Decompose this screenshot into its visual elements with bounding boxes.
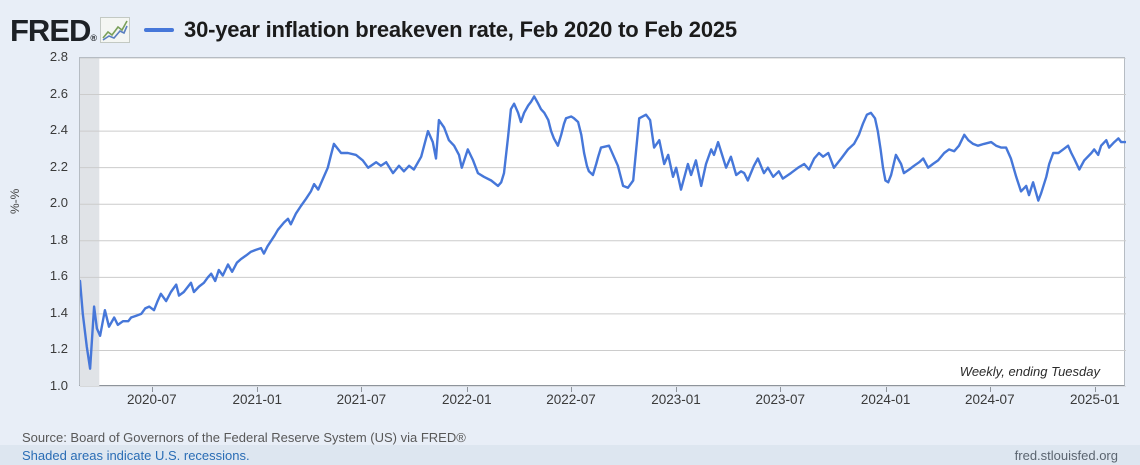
x-tick-mark	[361, 387, 363, 392]
registered-mark: ®	[90, 32, 97, 43]
x-tick-label: 2024-01	[860, 392, 911, 407]
x-tick-label: 2025-01	[1070, 392, 1120, 407]
y-tick-label: 1.2	[49, 341, 68, 357]
fred-logo-text: FRED	[10, 12, 91, 48]
y-tick-label: 1.0	[49, 378, 68, 393]
chart-title: 30-year inflation breakeven rate, Feb 20…	[184, 17, 737, 42]
x-tick-label: 2023-01	[651, 392, 701, 407]
y-tick-label: 2.8	[49, 49, 68, 64]
y-tick-label: 2.6	[49, 85, 68, 101]
legend-line-key	[144, 28, 175, 32]
x-tick-mark	[257, 387, 259, 392]
x-tick-label: 2022-07	[546, 392, 596, 407]
x-tick-mark	[780, 387, 782, 392]
sparkline-icon	[100, 17, 131, 43]
x-tick-label: 2023-07	[755, 392, 805, 407]
recession-band	[80, 58, 100, 387]
source-text: Source: Board of Governors of the Federa…	[22, 430, 466, 445]
recessions-link[interactable]: Shaded areas indicate U.S. recessions.	[22, 447, 250, 463]
x-tick-label: 2021-01	[232, 392, 282, 407]
x-tick-label: 2021-07	[336, 392, 387, 407]
frequency-note: Weekly, ending Tuesday	[959, 364, 1100, 379]
fred-logo: FRED®	[10, 12, 97, 48]
x-tick-label: 2022-01	[442, 392, 492, 407]
x-tick-mark	[1094, 387, 1096, 392]
x-tick-mark	[466, 387, 468, 392]
x-tick-label: 2020-07	[127, 392, 177, 407]
plot-area[interactable]: Weekly, ending Tuesday	[79, 57, 1126, 387]
chart-canvas[interactable]	[80, 58, 1126, 387]
chart-header: FRED® 30-year inflation breakeven rate, …	[10, 10, 737, 50]
x-tick-mark	[989, 387, 991, 392]
y-tick-label: 2.2	[49, 158, 68, 174]
x-tick-label: 2024-07	[965, 392, 1015, 407]
y-tick-label: 2.4	[49, 122, 68, 138]
y-tick-label: 1.6	[49, 268, 68, 284]
y-tick-label: 1.4	[49, 304, 68, 320]
x-tick-mark	[151, 387, 153, 392]
y-tick-label: 2.0	[49, 195, 68, 211]
x-tick-mark	[676, 387, 678, 392]
y-tick-label: 1.8	[49, 231, 68, 247]
x-tick-mark	[571, 387, 573, 392]
data-line	[80, 95, 1126, 370]
x-tick-mark	[885, 387, 887, 392]
site-link[interactable]: fred.stlouisfed.org	[1014, 447, 1118, 463]
footer-bar: Shaded areas indicate U.S. recessions. f…	[0, 445, 1140, 465]
